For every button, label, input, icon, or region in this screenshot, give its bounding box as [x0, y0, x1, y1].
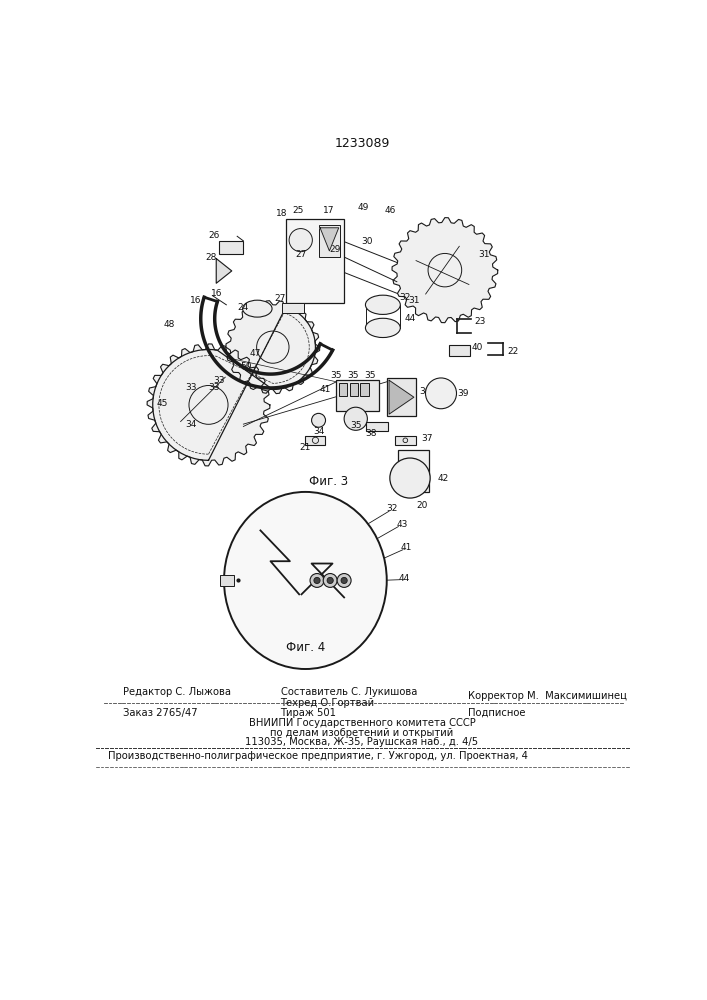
- Text: 17: 17: [323, 206, 334, 215]
- Bar: [361, 383, 369, 396]
- Circle shape: [341, 577, 347, 584]
- Text: Подписное: Подписное: [468, 708, 525, 718]
- Bar: [220, 575, 234, 586]
- Text: 31: 31: [478, 250, 489, 259]
- Text: 22: 22: [508, 347, 519, 356]
- Circle shape: [312, 413, 325, 427]
- Polygon shape: [147, 344, 270, 466]
- Text: 36: 36: [420, 387, 431, 396]
- Text: 48: 48: [164, 320, 175, 329]
- Text: 41: 41: [400, 543, 411, 552]
- Text: 45: 45: [156, 399, 168, 408]
- Bar: [282, 303, 304, 312]
- Text: 29: 29: [329, 245, 341, 254]
- Text: Составитель С. Лукишова: Составитель С. Лукишова: [281, 687, 417, 697]
- Text: 35: 35: [350, 421, 361, 430]
- Circle shape: [310, 574, 324, 587]
- Polygon shape: [216, 259, 232, 283]
- Bar: [366, 422, 387, 431]
- Text: Редактор С. Лыжова: Редактор С. Лыжова: [123, 687, 231, 697]
- Text: 35: 35: [348, 371, 359, 380]
- Bar: [286, 219, 344, 303]
- Bar: [395, 436, 416, 445]
- Bar: [387, 378, 416, 416]
- Ellipse shape: [224, 492, 387, 669]
- Text: 28: 28: [205, 253, 216, 262]
- Text: Техред О.Гортвай: Техред О.Гортвай: [281, 698, 375, 708]
- Text: 49: 49: [358, 203, 369, 212]
- Text: 44: 44: [404, 314, 416, 323]
- Text: 42: 42: [438, 474, 449, 483]
- Text: Производственно-полиграфическое предприятие, г. Ужгород, ул. Проектная, 4: Производственно-полиграфическое предприя…: [107, 751, 527, 761]
- Text: Заказ 2765/47: Заказ 2765/47: [123, 708, 198, 718]
- Ellipse shape: [243, 300, 272, 317]
- Text: 23: 23: [474, 317, 486, 326]
- Text: 50: 50: [240, 362, 252, 371]
- Circle shape: [314, 577, 320, 584]
- Text: Тираж 501: Тираж 501: [281, 708, 337, 718]
- Circle shape: [323, 574, 337, 587]
- Circle shape: [327, 577, 333, 584]
- Circle shape: [426, 378, 457, 409]
- Bar: [319, 225, 340, 257]
- Text: 35: 35: [331, 371, 342, 380]
- Ellipse shape: [366, 295, 400, 314]
- Circle shape: [390, 458, 430, 498]
- Polygon shape: [389, 380, 414, 414]
- Bar: [339, 383, 347, 396]
- Ellipse shape: [366, 318, 400, 338]
- Text: 18: 18: [276, 209, 287, 218]
- Text: Фиг. 3: Фиг. 3: [309, 475, 348, 488]
- Text: 21: 21: [300, 443, 311, 452]
- Circle shape: [344, 407, 368, 430]
- Text: 44: 44: [399, 574, 410, 583]
- Bar: [398, 450, 429, 492]
- Text: 46: 46: [385, 206, 397, 215]
- Text: 26: 26: [209, 231, 220, 240]
- Text: 1233089: 1233089: [334, 137, 390, 150]
- Text: 43: 43: [397, 520, 408, 529]
- Text: 33: 33: [213, 376, 224, 385]
- Text: Фиг. 4: Фиг. 4: [286, 641, 325, 654]
- Bar: [349, 383, 358, 396]
- Text: 39: 39: [457, 389, 469, 398]
- Circle shape: [337, 574, 351, 587]
- Text: 33: 33: [186, 383, 197, 392]
- Text: ВНИИПИ Государственного комитета СССР: ВНИИПИ Государственного комитета СССР: [249, 718, 475, 728]
- Text: 113035, Москва, Ж-35, Раушская наб., д. 4/5: 113035, Москва, Ж-35, Раушская наб., д. …: [245, 737, 479, 747]
- Text: 31: 31: [408, 296, 420, 305]
- Polygon shape: [320, 228, 339, 251]
- Text: 47: 47: [250, 349, 261, 358]
- Text: 27: 27: [274, 294, 286, 303]
- Text: 32: 32: [399, 293, 410, 302]
- Text: 25: 25: [292, 206, 303, 215]
- Text: Корректор М.  Максимишинец: Корректор М. Максимишинец: [468, 691, 627, 701]
- Text: 32: 32: [387, 504, 398, 513]
- Text: 40: 40: [472, 343, 483, 352]
- Circle shape: [289, 229, 312, 252]
- Polygon shape: [392, 218, 498, 323]
- Text: 33: 33: [208, 383, 220, 392]
- Text: 35: 35: [364, 371, 375, 380]
- Text: 34: 34: [186, 420, 197, 429]
- Text: 16: 16: [189, 296, 201, 305]
- Bar: [449, 345, 470, 356]
- Polygon shape: [226, 301, 320, 394]
- Bar: [305, 436, 325, 445]
- Text: 34: 34: [313, 427, 325, 436]
- Bar: [337, 380, 379, 411]
- Text: 16: 16: [211, 289, 222, 298]
- Text: 20: 20: [416, 500, 427, 510]
- Text: по делам изобретений и открытий: по делам изобретений и открытий: [270, 728, 454, 738]
- Bar: [218, 241, 243, 254]
- Text: 30: 30: [361, 237, 373, 246]
- Text: 37: 37: [421, 434, 433, 443]
- Text: 41: 41: [319, 385, 330, 394]
- Text: 38: 38: [366, 429, 377, 438]
- Text: 24: 24: [238, 303, 249, 312]
- Text: 27: 27: [296, 250, 307, 259]
